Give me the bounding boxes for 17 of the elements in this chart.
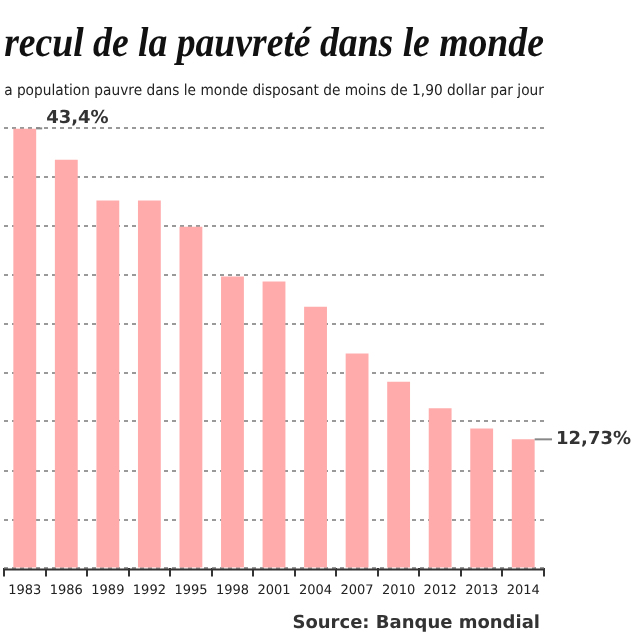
bar <box>511 439 535 568</box>
chart-title: recul de la pauvreté dans le monde <box>4 20 545 67</box>
bar <box>54 159 78 568</box>
bar <box>345 353 369 568</box>
bar <box>137 200 161 568</box>
bar <box>262 281 286 568</box>
data-label: 12,73% <box>556 430 631 451</box>
bar <box>13 128 37 568</box>
bar <box>387 381 411 568</box>
bar <box>96 200 120 568</box>
bar <box>470 428 494 568</box>
bar <box>179 226 203 568</box>
bar <box>221 276 244 568</box>
bar <box>304 306 327 568</box>
data-label: 43,4% <box>46 109 109 130</box>
bar <box>428 408 452 568</box>
source-note: Source: Banque mondial <box>292 613 540 634</box>
